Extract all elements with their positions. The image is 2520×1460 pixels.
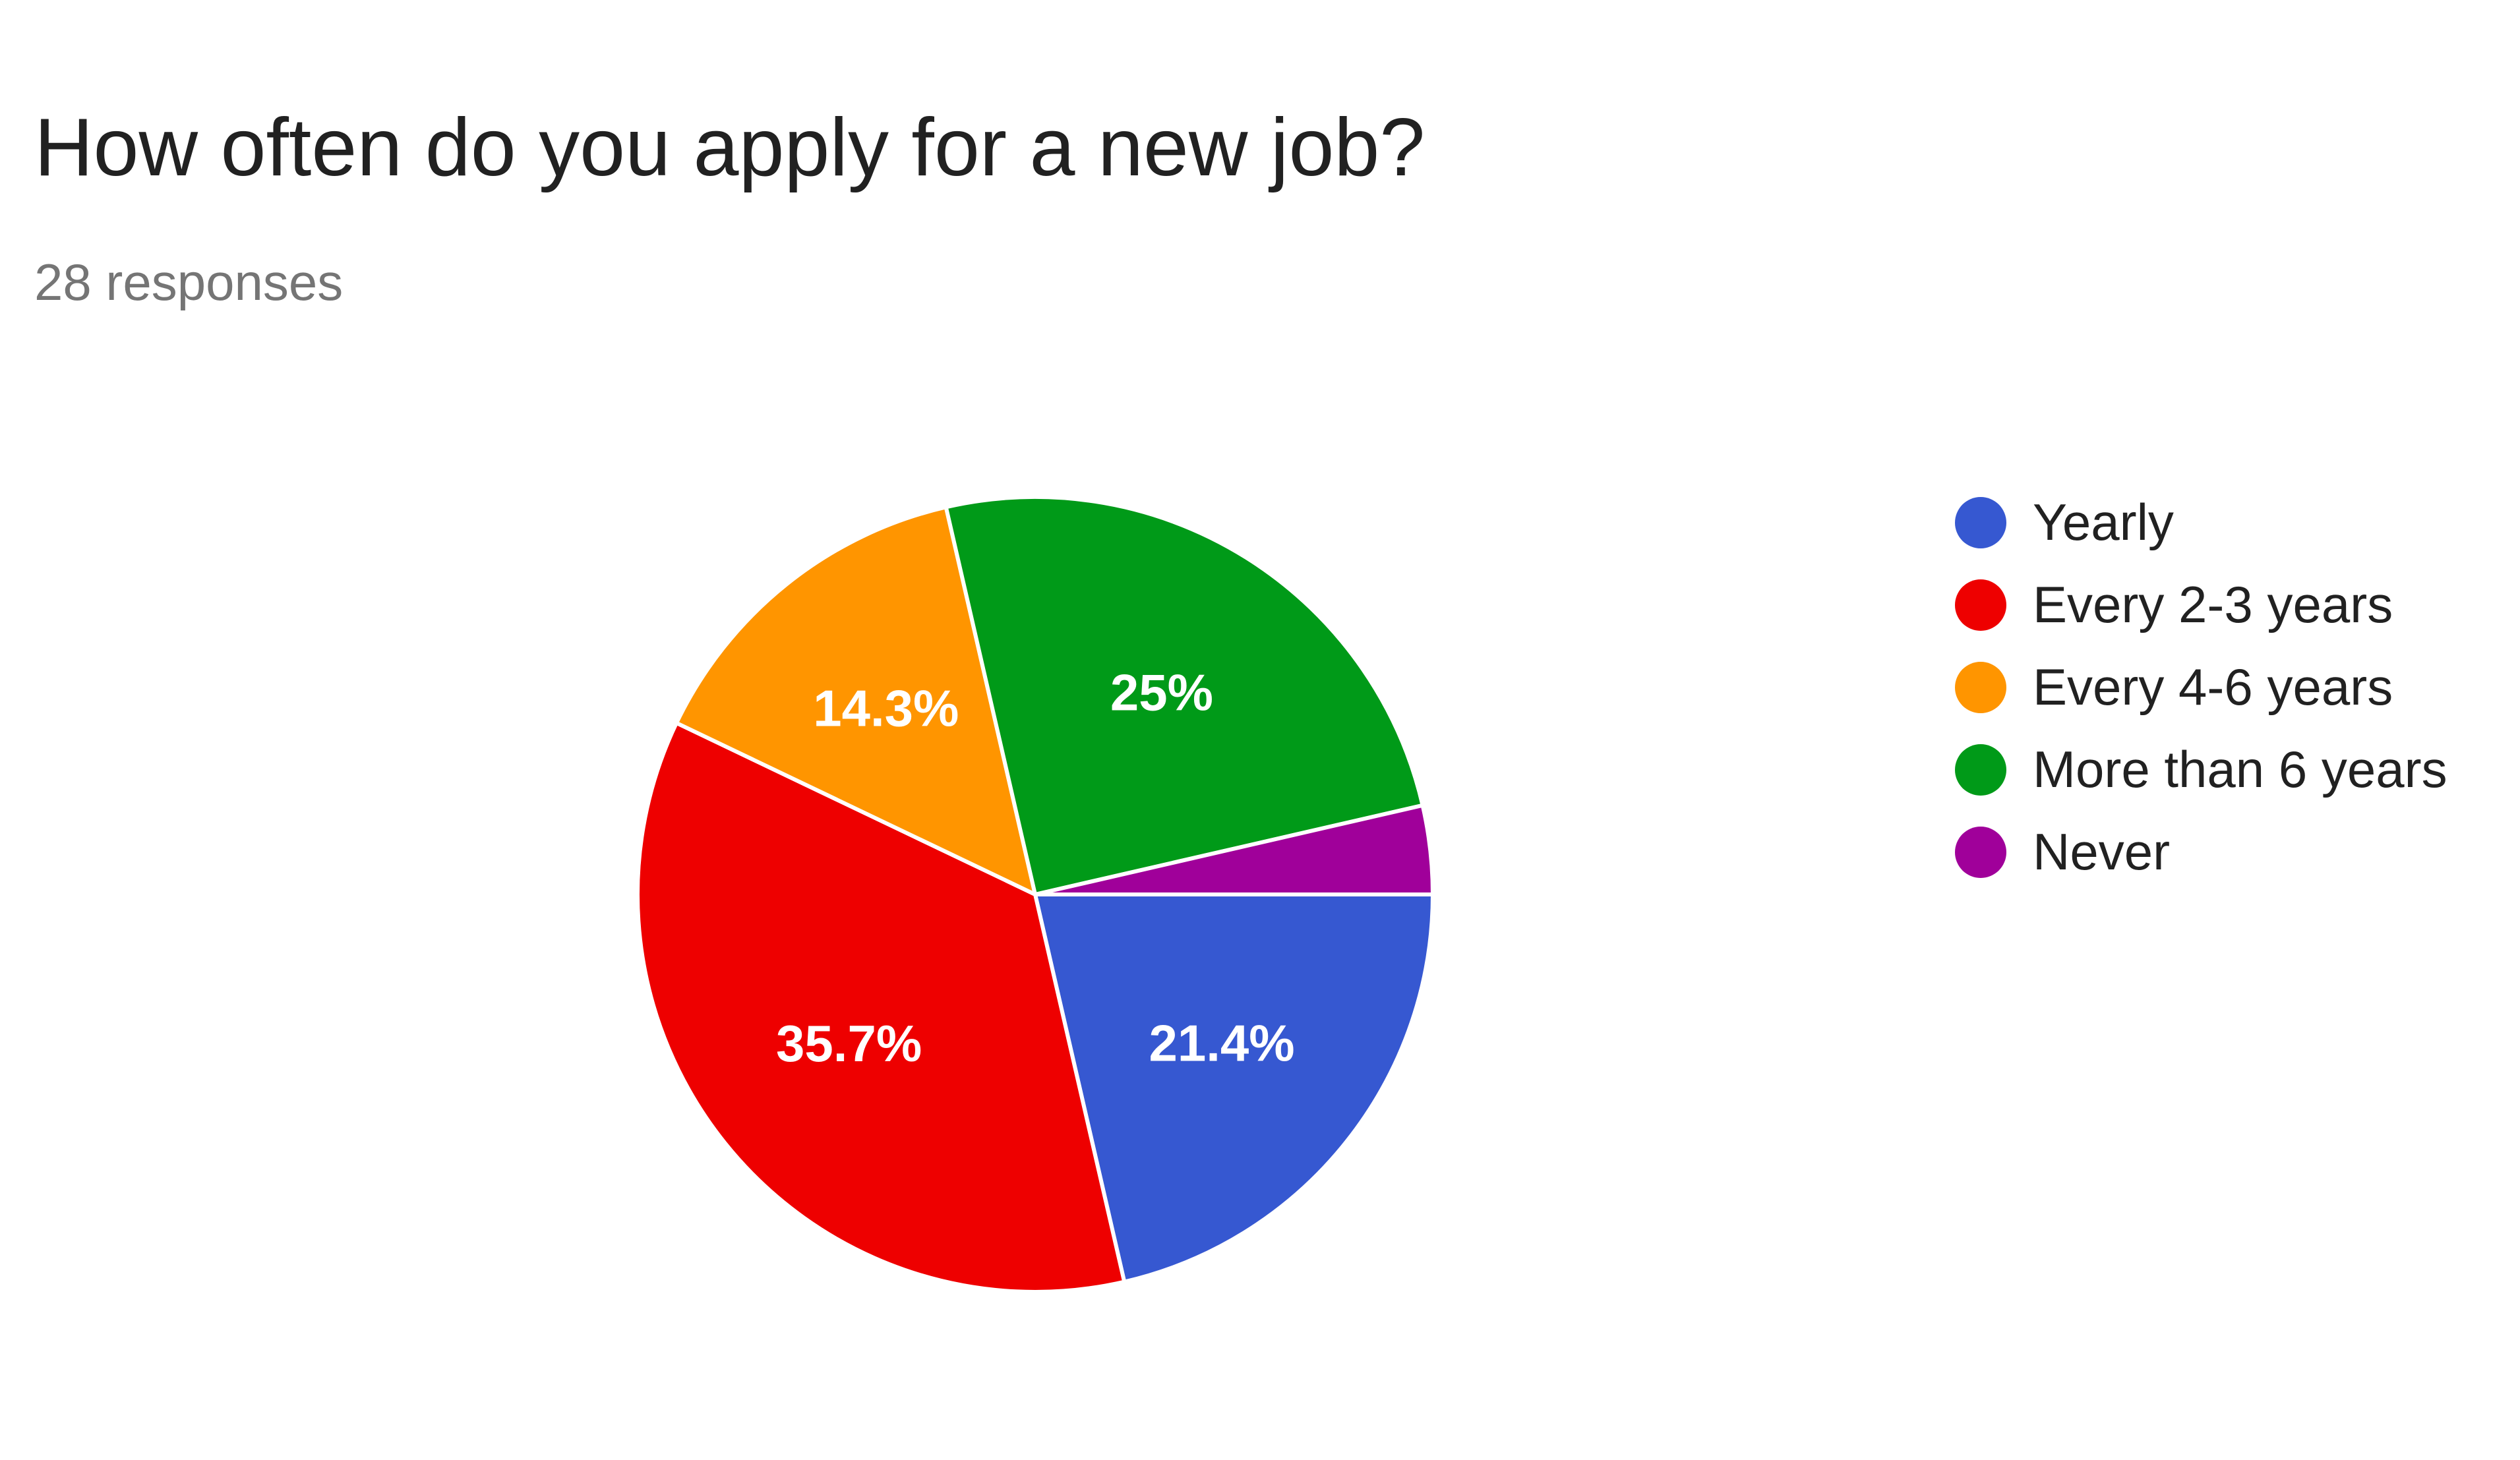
chart-legend: Yearly Every 2-3 years Every 4-6 years M… (1955, 481, 2447, 893)
legend-swatch (1955, 826, 2006, 878)
legend-swatch (1955, 496, 2006, 548)
legend-item-every-2-3-years[interactable]: Every 2-3 years (1955, 564, 2447, 646)
legend-swatch (1955, 661, 2006, 713)
legend-swatch (1955, 579, 2006, 631)
legend-label: Every 4-6 years (2033, 658, 2393, 716)
pie-slice-every-2-3-years[interactable] (636, 720, 1127, 1294)
pie-slice-every-4-6-years[interactable] (675, 505, 1037, 896)
pie-label-every-2-3-years: 35.7% (776, 1014, 922, 1072)
legend-item-more-than-6-years[interactable]: More than 6 years (1955, 728, 2447, 811)
pie-label-more-than-6-years: 25% (1110, 663, 1213, 721)
legend-item-every-4-6-years[interactable]: Every 4-6 years (1955, 646, 2447, 728)
response-count: 28 responses (34, 253, 344, 311)
legend-item-yearly[interactable]: Yearly (1955, 481, 2447, 564)
pie-label-yearly: 21.4% (1149, 1014, 1294, 1072)
legend-swatch (1955, 744, 2006, 796)
chart-title: How often do you apply for a new job? (34, 102, 1425, 193)
pie-slice-never[interactable] (1033, 803, 1435, 896)
legend-label: More than 6 years (2033, 740, 2447, 798)
legend-label: Yearly (2033, 493, 2174, 551)
pie-slice-yearly[interactable] (1033, 892, 1435, 1284)
pie-label-every-4-6-years: 14.3% (813, 680, 959, 738)
legend-label: Never (2033, 823, 2171, 881)
legend-label: Every 2-3 years (2033, 575, 2393, 633)
legend-item-never[interactable]: Never (1955, 811, 2447, 893)
pie-slice-more-than-6-years[interactable] (944, 495, 1425, 896)
